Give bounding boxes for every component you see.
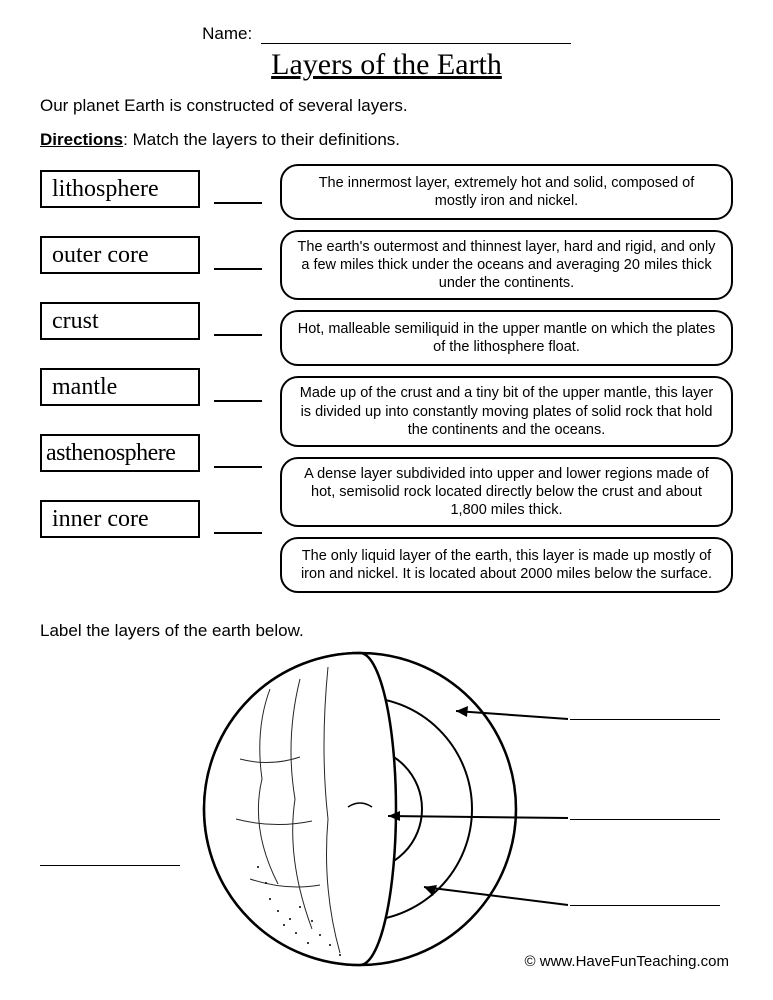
- term-row: inner core: [40, 494, 280, 538]
- definition-box: Made up of the crust and a tiny bit of t…: [280, 376, 733, 446]
- definition-box: Hot, malleable semiliquid in the upper m…: [280, 310, 733, 366]
- term-box-lithosphere: lithosphere: [40, 170, 200, 208]
- intro-text: Our planet Earth is constructed of sever…: [40, 96, 733, 116]
- answer-blank[interactable]: [214, 334, 262, 336]
- term-row: outer core: [40, 230, 280, 274]
- term-row: asthenosphere: [40, 428, 280, 472]
- arrow-icon: [450, 701, 570, 727]
- term-row: lithosphere: [40, 164, 280, 208]
- term-box-outer-core: outer core: [40, 236, 200, 274]
- term-row: crust: [40, 296, 280, 340]
- diagram-label-blank-right-3[interactable]: [570, 905, 720, 906]
- terms-column: lithosphere outer core crust mantle asth…: [40, 164, 280, 603]
- matching-area: lithosphere outer core crust mantle asth…: [40, 164, 733, 603]
- diagram-label-blank-left[interactable]: [40, 865, 180, 866]
- page-title: Layers of the Earth: [40, 48, 733, 82]
- directions-line: Directions: Match the layers to their de…: [40, 130, 733, 150]
- term-box-asthenosphere: asthenosphere: [40, 434, 200, 472]
- diagram-label-blank-right-1[interactable]: [570, 719, 720, 720]
- name-label: Name:: [202, 24, 252, 43]
- diagram-label-blank-right-2[interactable]: [570, 819, 720, 820]
- term-box-inner-core: inner core: [40, 500, 200, 538]
- answer-blank[interactable]: [214, 202, 262, 204]
- definition-box: The innermost layer, extremely hot and s…: [280, 164, 733, 220]
- arrow-icon: [382, 809, 570, 823]
- answer-blank[interactable]: [214, 532, 262, 534]
- directions-label: Directions: [40, 130, 123, 149]
- answer-blank[interactable]: [214, 400, 262, 402]
- label-instruction: Label the layers of the earth below.: [40, 621, 733, 641]
- definition-box: A dense layer subdivided into upper and …: [280, 457, 733, 527]
- name-blank-line[interactable]: [261, 43, 571, 44]
- arrow-icon: [418, 881, 570, 909]
- definition-box: The earth's outermost and thinnest layer…: [280, 230, 733, 300]
- earth-diagram-area: [40, 649, 733, 989]
- term-box-mantle: mantle: [40, 368, 200, 406]
- definition-box: The only liquid layer of the earth, this…: [280, 537, 733, 593]
- answer-blank[interactable]: [214, 466, 262, 468]
- directions-text: : Match the layers to their definitions.: [123, 130, 400, 149]
- term-box-crust: crust: [40, 302, 200, 340]
- footer-credit: © www.HaveFunTeaching.com: [525, 953, 729, 970]
- definitions-column: The innermost layer, extremely hot and s…: [280, 164, 733, 603]
- term-row: mantle: [40, 362, 280, 406]
- answer-blank[interactable]: [214, 268, 262, 270]
- name-field-row: Name:: [40, 24, 733, 44]
